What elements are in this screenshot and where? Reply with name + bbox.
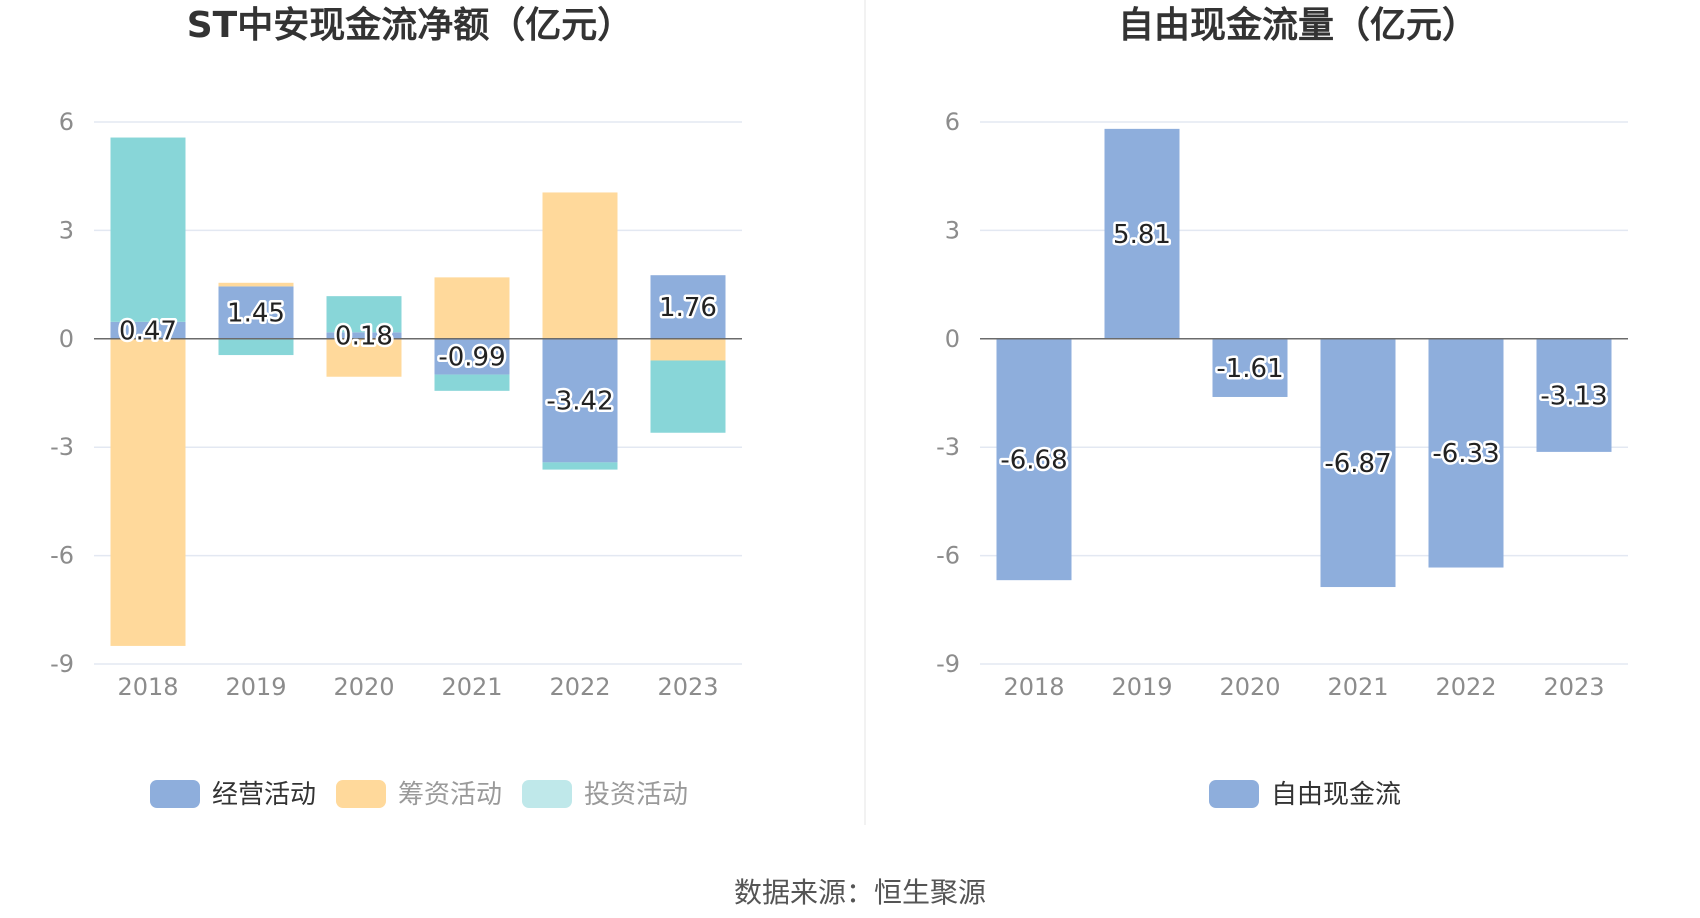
- bar-investing: [110, 137, 186, 322]
- y-tick-label: -9: [50, 650, 74, 678]
- bar-free_cash: [1320, 338, 1396, 588]
- bar-investing: [650, 360, 726, 433]
- y-tick-label: 3: [59, 216, 74, 244]
- bar-financing: [326, 338, 402, 377]
- bar-operating: [110, 321, 186, 339]
- data-label: -6.87: [1324, 449, 1391, 479]
- right-chart-title: 自由现金流量（亿元）: [1118, 4, 1478, 46]
- bar-investing: [218, 338, 294, 356]
- bar-investing: [542, 462, 618, 470]
- bar-free_cash: [1212, 338, 1288, 397]
- legend-swatch-free_cash[interactable]: [1209, 780, 1259, 808]
- bar-financing: [650, 338, 726, 361]
- y-tick-label: -3: [50, 433, 74, 461]
- bar-investing: [434, 374, 510, 391]
- y-tick-label: 6: [945, 108, 960, 136]
- bar-operating: [326, 332, 402, 339]
- legend-label-investing[interactable]: 投资活动: [584, 780, 688, 810]
- data-label: -1.61: [1216, 354, 1283, 384]
- bar-operating: [218, 286, 294, 339]
- bar-operating: [542, 338, 618, 463]
- bar-financing: [218, 282, 294, 287]
- data-label: -6.33: [1432, 439, 1499, 469]
- bar-free_cash: [1428, 338, 1504, 568]
- x-tick-label: 2018: [1003, 673, 1064, 701]
- legend-swatch-operating[interactable]: [150, 780, 200, 808]
- x-tick-label: 2022: [549, 673, 610, 701]
- data-label: 1.45: [227, 299, 285, 329]
- bar-investing: [326, 296, 402, 333]
- y-tick-label: -6: [50, 542, 74, 570]
- data-label: 0.18: [335, 322, 393, 352]
- x-tick-label: 2019: [225, 673, 286, 701]
- x-tick-label: 2019: [1111, 673, 1172, 701]
- legend-label-free_cash[interactable]: 自由现金流: [1271, 780, 1401, 810]
- left-chart: 6 3 0 -3 -6 -9 2018 2019 2020 2021 2022 2023 0.47 1.4…: [50, 108, 742, 810]
- data-label: 1.76: [659, 293, 717, 323]
- y-tick-label: 0: [945, 325, 960, 353]
- y-tick-label: -3: [936, 433, 960, 461]
- legend-swatch-investing[interactable]: [522, 780, 572, 808]
- bar-financing: [434, 277, 510, 339]
- x-tick-label: 2023: [657, 673, 718, 701]
- bar-operating: [434, 338, 510, 375]
- data-label: -0.99: [438, 343, 505, 373]
- data-label: 5.81: [1113, 220, 1171, 250]
- y-tick-label: -6: [936, 542, 960, 570]
- legend-label-operating[interactable]: 经营活动: [212, 780, 316, 810]
- bar-financing: [542, 192, 618, 339]
- bar-operating: [650, 275, 726, 339]
- legend-swatch-financing[interactable]: [336, 780, 386, 808]
- y-tick-label: 0: [59, 325, 74, 353]
- data-source-text: 数据来源：恒生聚源: [734, 876, 986, 909]
- bar-free_cash: [1536, 338, 1612, 452]
- bar-free_cash: [1104, 128, 1180, 339]
- data-label: -3.13: [1540, 381, 1607, 411]
- y-tick-label: -9: [936, 650, 960, 678]
- y-tick-label: 6: [59, 108, 74, 136]
- data-label: 0.47: [119, 316, 177, 346]
- x-tick-label: 2020: [1219, 673, 1280, 701]
- right-chart: 6 3 0 -3 -6 -9 2018 2019 2020 2021 2022 2023 -6.68 5.…: [936, 108, 1628, 810]
- x-tick-label: 2018: [117, 673, 178, 701]
- data-label: -6.68: [1000, 445, 1067, 475]
- x-tick-label: 2021: [1327, 673, 1388, 701]
- left-chart-title: ST中安现金流净额（亿元）: [187, 4, 634, 46]
- x-tick-label: 2021: [441, 673, 502, 701]
- x-tick-label: 2020: [333, 673, 394, 701]
- x-tick-label: 2023: [1543, 673, 1604, 701]
- x-tick-label: 2022: [1435, 673, 1496, 701]
- y-tick-label: 3: [945, 216, 960, 244]
- bar-free_cash: [996, 338, 1072, 581]
- legend-label-financing[interactable]: 筹资活动: [398, 780, 502, 810]
- bar-financing: [110, 338, 186, 646]
- data-label: -3.42: [546, 387, 613, 417]
